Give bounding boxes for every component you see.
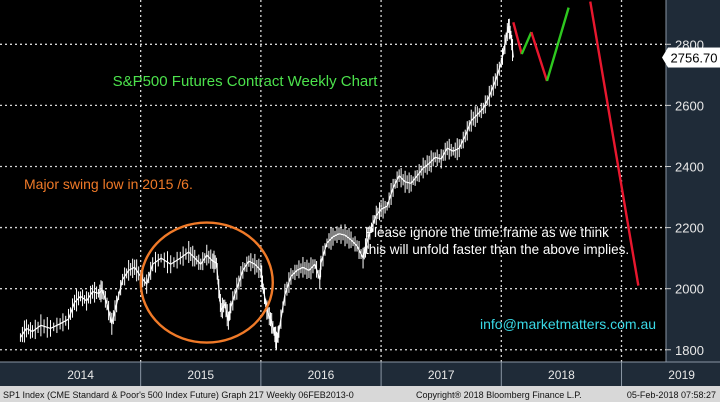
footer-bar xyxy=(0,386,720,402)
chart-title: S&P500 Futures Contract Weekly Chart xyxy=(113,73,379,90)
swing-low-annotation: Major swing low in 2015 /6. xyxy=(24,176,193,192)
x-axis-panel xyxy=(0,362,720,386)
contact-annotation: info@marketmatters.com.au xyxy=(480,316,656,332)
last-price-arrow xyxy=(662,47,668,68)
projection-line xyxy=(520,31,533,55)
footer-right: 05-Feb-2018 07:58:27 xyxy=(627,390,716,400)
swing-low-circle xyxy=(139,221,274,344)
y-tick-label: 2600 xyxy=(675,98,704,113)
x-tick-label: 2016 xyxy=(308,368,335,382)
last-price-badge xyxy=(668,47,720,68)
x-tick-label: 2014 xyxy=(67,368,94,382)
note-annotation-line2: this will unfold faster than the above i… xyxy=(365,242,629,257)
y-tick-label: 1800 xyxy=(675,343,704,358)
note-annotation-line1: Please ignore the time frame as we think xyxy=(365,225,609,240)
footer-left: SP1 Index (CME Standard & Poor's 500 Ind… xyxy=(3,390,354,400)
y-tick-label: 2000 xyxy=(675,282,704,297)
projection-line xyxy=(530,31,549,82)
x-tick-label: 2019 xyxy=(668,368,695,382)
x-tick-label: 2015 xyxy=(187,368,214,382)
projection-line xyxy=(545,7,570,82)
projection-line xyxy=(589,1,640,286)
y-tick-label: 2200 xyxy=(675,221,704,236)
footer-mid: Copyright® 2018 Bloomberg Finance L.P. xyxy=(416,390,582,400)
last-price-label: 2756.70 xyxy=(671,51,718,66)
price-series-line xyxy=(19,25,514,343)
projection-line xyxy=(512,21,523,55)
x-tick-label: 2018 xyxy=(548,368,575,382)
y-tick-label: 2400 xyxy=(675,159,704,174)
x-tick-label: 2017 xyxy=(428,368,455,382)
